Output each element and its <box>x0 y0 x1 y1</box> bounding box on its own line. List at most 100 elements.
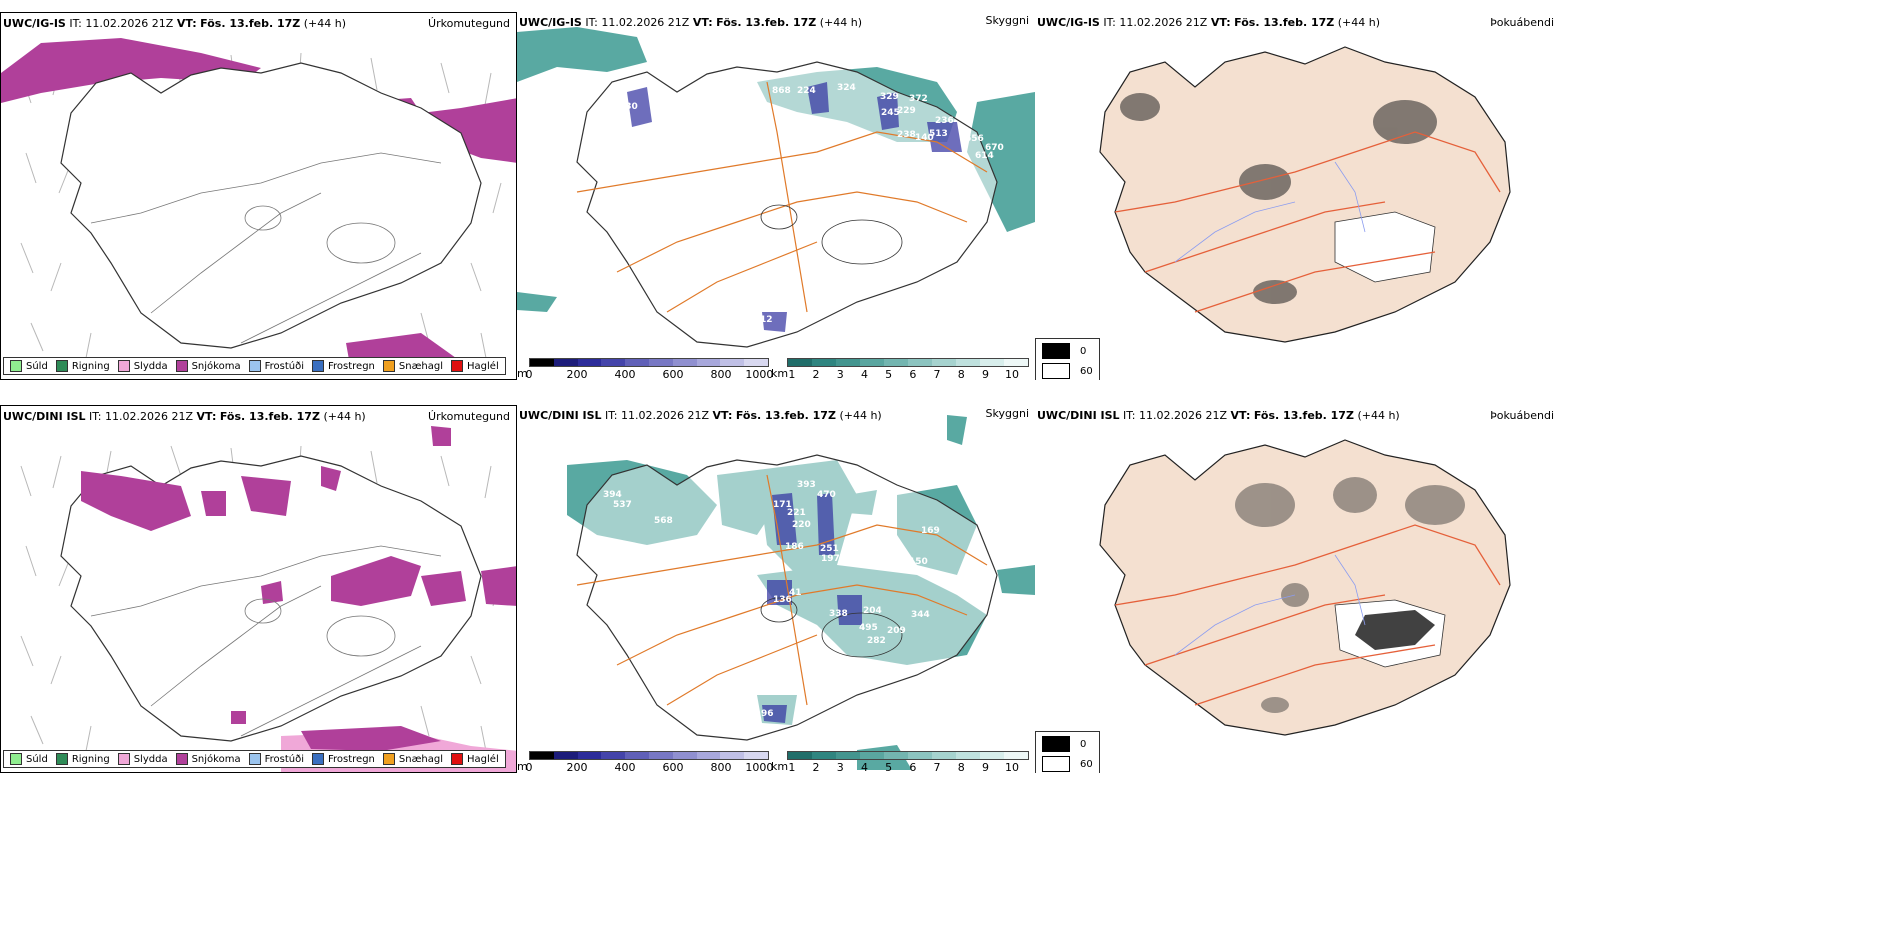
legend-item-snaehagl: Snæhagl <box>382 753 443 765</box>
svg-text:209: 209 <box>887 626 906 636</box>
cloud-visibility-panel-bottom: 394 537 568 393 470 171 221 220 186 251 … <box>517 405 1035 773</box>
svg-text:236: 236 <box>935 116 954 126</box>
roads <box>1114 131 1501 313</box>
svg-text:171: 171 <box>773 500 792 510</box>
svg-text:537: 537 <box>613 500 632 510</box>
snow-area <box>81 426 516 724</box>
visibility-colorbar: km 1 2 3 4 5 6 7 8 9 10 <box>771 358 1029 380</box>
fog-map-top <box>1099 46 1511 343</box>
svg-text:30: 30 <box>747 709 760 719</box>
visibility-colorbar: km 1 2 3 4 5 6 7 8 9 10 <box>771 751 1029 773</box>
roads <box>90 152 442 344</box>
cloud-base-colorbar: m 0 200 400 600 800 1000 <box>517 751 773 773</box>
svg-text:224: 224 <box>797 86 816 96</box>
svg-text:324: 324 <box>837 83 856 93</box>
svg-text:547: 547 <box>662 43 681 53</box>
svg-text:393: 393 <box>797 480 816 490</box>
svg-text:344: 344 <box>911 610 930 620</box>
blue-cloudbase <box>762 493 862 723</box>
svg-text:394: 394 <box>603 490 622 500</box>
legend-item-rigning: Rigning <box>55 360 110 372</box>
fog-shading <box>1235 477 1465 713</box>
svg-text:282: 282 <box>867 636 886 646</box>
cloud-base-values: 394 537 568 393 470 171 221 220 186 251 … <box>603 480 940 719</box>
svg-text:140: 140 <box>915 133 934 143</box>
svg-text:41: 41 <box>789 588 802 598</box>
legend-item-snjokoma: Snjókoma <box>175 360 241 372</box>
iceland-outline <box>60 62 482 349</box>
teal-low-visibility <box>567 415 1035 770</box>
legend-item-sudl: Súld <box>10 753 48 765</box>
panel-title: UWC/IG-IS IT: 11.02.2026 21Z VT: Fös. 13… <box>519 16 863 29</box>
fog-legend: 0 60 <box>1035 338 1100 380</box>
legend-item-rigning: Rigning <box>55 753 110 765</box>
iceland-land <box>1099 46 1511 343</box>
legend-item-sudl: Súld <box>10 360 48 372</box>
fog-legend: 0 60 <box>1035 731 1100 773</box>
svg-text:656: 656 <box>965 134 984 144</box>
cloud-visibility-panel-top: 868 224 324 329 372 245 229 236 238 140 … <box>517 12 1035 380</box>
legend-item-snjokoma: Snjókoma <box>175 753 241 765</box>
legend-item-slydda: Slydda <box>117 753 168 765</box>
svg-text:245: 245 <box>881 108 900 118</box>
svg-text:204: 204 <box>863 606 882 616</box>
fog-core <box>1355 610 1435 650</box>
fog-map-bottom <box>1099 439 1511 736</box>
svg-text:430: 430 <box>619 102 638 112</box>
fog-index-panel-bottom: UWC/DINI ISL IT: 11.02.2026 21Z VT: Fös.… <box>1035 405 1560 773</box>
svg-text:329: 329 <box>880 92 899 102</box>
panel-label: Þokuábendi <box>1490 16 1554 29</box>
legend-item-frostregn: Frostregn <box>312 360 375 372</box>
roads <box>90 545 442 737</box>
precip-type-panel-top: UWC/IG-IS IT: 11.02.2026 21Z VT: Fös. 13… <box>0 12 517 380</box>
legend-item-haglel: Haglél <box>451 753 499 765</box>
panel-title: UWC/DINI ISL IT: 11.02.2026 21Z VT: Fös.… <box>1037 409 1400 422</box>
cloud-map-bottom: 394 537 568 393 470 171 221 220 186 251 … <box>567 415 1035 770</box>
precip-legend: Súld Rigning Slydda Snjókoma Frostúði Fr… <box>3 357 506 375</box>
panel-label: Skyggni <box>985 407 1029 420</box>
svg-text:513: 513 <box>929 129 948 139</box>
rivers <box>1174 554 1366 656</box>
legend-item-slydda: Slydda <box>117 360 168 372</box>
svg-text:12: 12 <box>760 315 773 325</box>
svg-text:670: 670 <box>985 143 1004 153</box>
legend-item-frostregn: Frostregn <box>312 753 375 765</box>
fog-index-panel-top: UWC/IG-IS IT: 11.02.2026 21Z VT: Fös. 13… <box>1035 12 1560 380</box>
svg-text:197: 197 <box>821 554 840 564</box>
svg-text:96: 96 <box>761 709 774 719</box>
legend-item-haglel: Haglél <box>451 360 499 372</box>
panel-title: UWC/DINI ISL IT: 11.02.2026 21Z VT: Fös.… <box>3 410 366 423</box>
legend-item-snaehagl: Snæhagl <box>382 360 443 372</box>
panel-label: Úrkomutegund <box>428 17 510 30</box>
panel-title: UWC/DINI ISL IT: 11.02.2026 21Z VT: Fös.… <box>519 409 882 422</box>
svg-text:868: 868 <box>772 86 791 96</box>
panel-label: Skyggni <box>985 14 1029 27</box>
svg-text:568: 568 <box>654 516 673 526</box>
svg-text:338: 338 <box>829 609 848 619</box>
svg-text:238: 238 <box>897 130 916 140</box>
precip-type-panel-bottom: UWC/DINI ISL IT: 11.02.2026 21Z VT: Fös.… <box>0 405 517 773</box>
svg-text:169: 169 <box>921 526 940 536</box>
roads <box>1114 524 1501 706</box>
cloud-map-top: 868 224 324 329 372 245 229 236 238 140 … <box>517 27 1035 348</box>
svg-text:251: 251 <box>820 544 839 554</box>
roads <box>576 81 988 313</box>
precip-legend: Súld Rigning Slydda Snjókoma Frostúði Fr… <box>3 750 506 768</box>
roads <box>576 474 988 706</box>
svg-text:372: 372 <box>909 94 928 104</box>
svg-text:150: 150 <box>909 557 928 567</box>
panel-title: UWC/IG-IS IT: 11.02.2026 21Z VT: Fös. 13… <box>3 17 347 30</box>
iceland-outline <box>576 61 998 348</box>
panel-title: UWC/IG-IS IT: 11.02.2026 21Z VT: Fös. 13… <box>1037 16 1381 29</box>
precip-map-top <box>1 38 516 373</box>
precip-map-bottom <box>20 426 516 772</box>
panel-label: Úrkomutegund <box>428 410 510 423</box>
svg-text:470: 470 <box>817 490 836 500</box>
svg-text:136: 136 <box>773 595 792 605</box>
svg-text:614: 614 <box>975 151 994 161</box>
legend-item-frostudi: Frostúði <box>248 360 304 372</box>
svg-text:186: 186 <box>785 542 804 552</box>
rivers <box>1174 161 1366 263</box>
svg-text:229: 229 <box>897 106 916 116</box>
svg-text:221: 221 <box>787 508 806 518</box>
